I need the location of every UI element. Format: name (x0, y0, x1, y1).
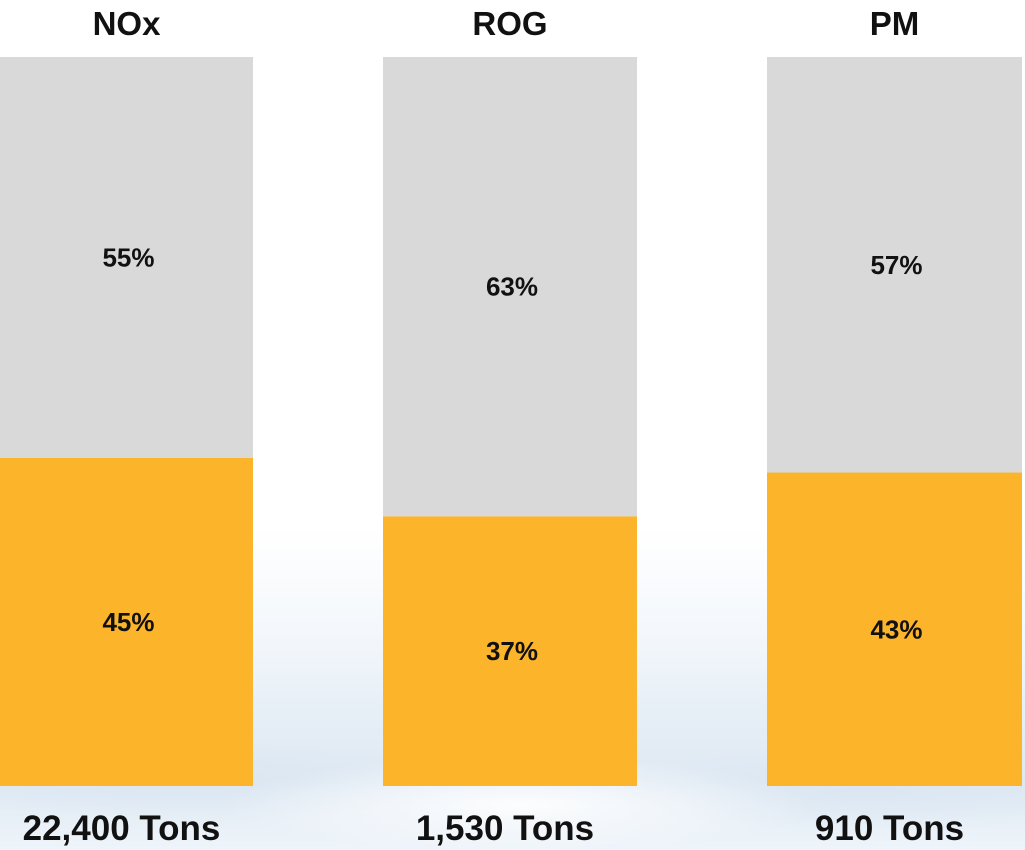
bar-segment-nox-lower (0, 457, 253, 786)
data-label-pm-upper: 57% (870, 250, 922, 280)
data-label-nox-lower: 45% (102, 607, 154, 637)
bar-segment-pm-upper (767, 57, 1022, 473)
data-label-pm-lower: 43% (870, 614, 922, 644)
total-label-nox: 22,400 Tons (23, 809, 221, 848)
category-label-rog: ROG (472, 5, 547, 42)
bar-segment-rog-lower (383, 516, 637, 786)
total-label-pm: 910 Tons (815, 809, 964, 848)
bar-segment-nox-upper (0, 57, 253, 458)
bar-segment-rog-upper (383, 57, 637, 517)
total-label-rog: 1,530 Tons (416, 809, 594, 848)
data-label-nox-upper: 55% (102, 242, 154, 272)
category-label-pm: PM (870, 5, 920, 42)
data-label-rog-upper: 63% (486, 272, 538, 302)
category-label-nox: NOx (93, 5, 162, 42)
bar-segment-pm-lower (767, 472, 1022, 786)
data-label-rog-lower: 37% (486, 636, 538, 666)
